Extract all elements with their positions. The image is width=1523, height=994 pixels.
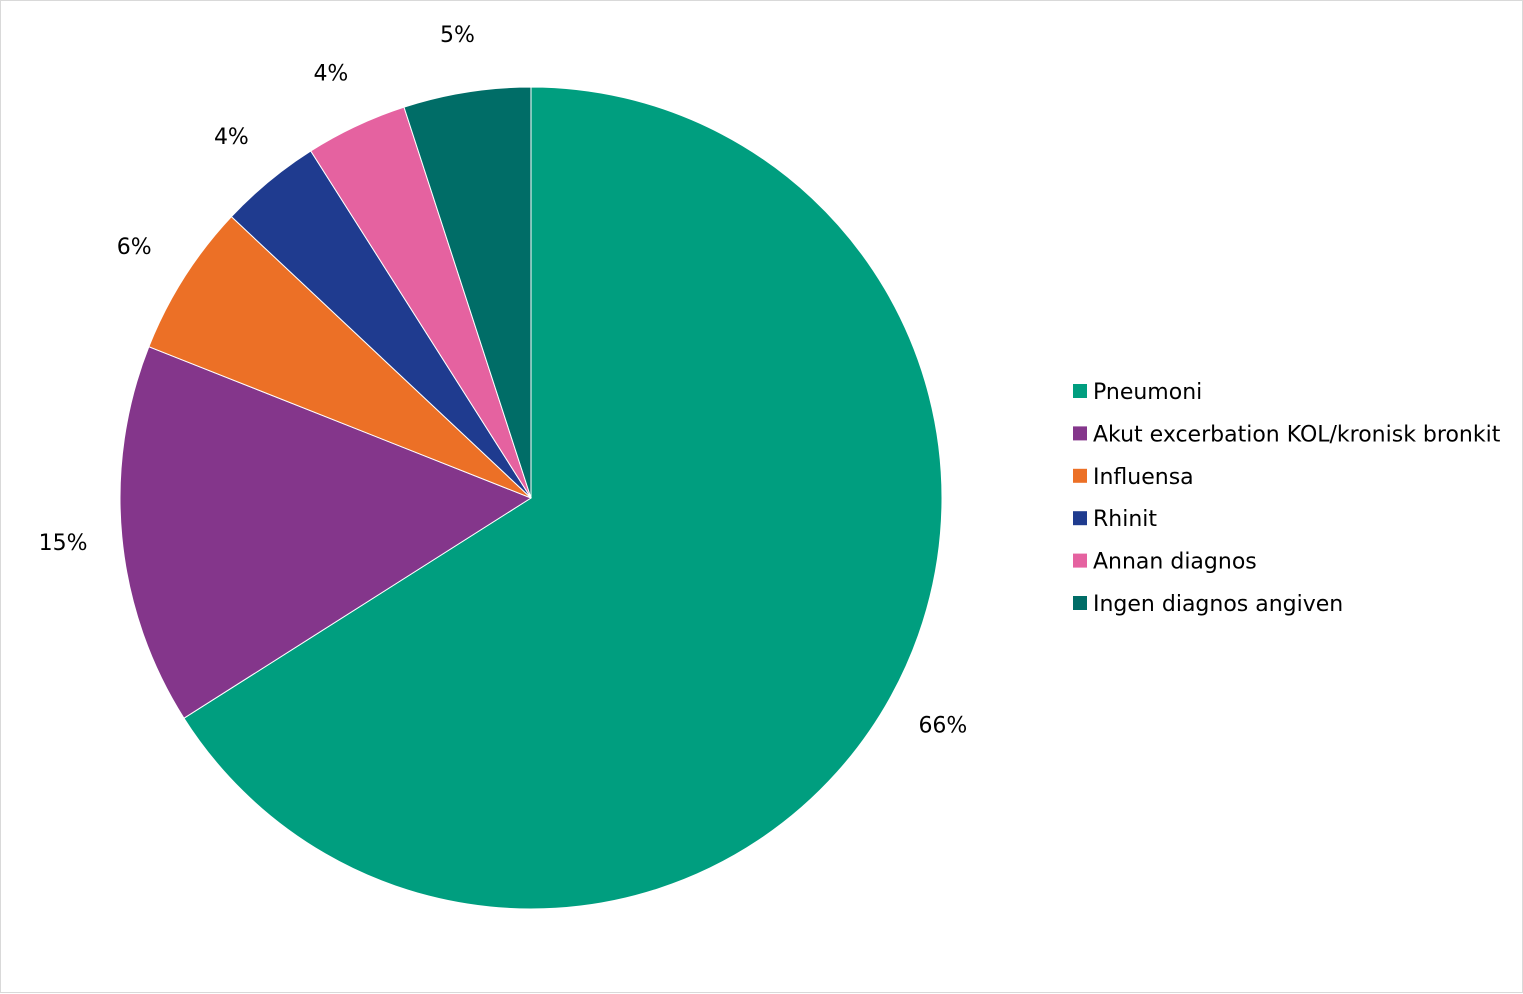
legend-swatch xyxy=(1073,553,1087,568)
data-labels: 66% 15% 6% 4% 4% 5% xyxy=(39,23,968,739)
data-label: 6% xyxy=(117,235,152,260)
legend-label: Annan diagnos xyxy=(1093,550,1257,575)
data-label: 4% xyxy=(313,62,348,87)
legend-swatch xyxy=(1073,596,1087,610)
pie-slice-ingen-diagnos-angiven xyxy=(403,86,532,499)
legend-label: Akut excerbation KOL/kronisk bronkit xyxy=(1093,422,1501,447)
pie-slice-pneumoni xyxy=(183,86,943,910)
data-label: 66% xyxy=(918,713,967,738)
data-label: 4% xyxy=(214,125,249,150)
legend-swatch xyxy=(1073,468,1087,483)
legend-label: Influensa xyxy=(1093,465,1194,490)
legend-swatch xyxy=(1073,384,1087,398)
pie-slices xyxy=(119,86,943,910)
data-label: 15% xyxy=(39,531,88,556)
legend: Pneumoni Akut excerbation KOL/kronisk bro… xyxy=(1073,380,1501,617)
legend-swatch xyxy=(1073,511,1087,526)
data-label: 5% xyxy=(440,23,475,48)
legend-label: Ingen diagnos angiven xyxy=(1093,592,1343,617)
legend-label: Pneumoni xyxy=(1093,380,1202,405)
pie-slice-influensa xyxy=(148,215,532,499)
legend-label: Rhinit xyxy=(1093,507,1157,532)
pie-slice-akut-excerbation-kol-kronisk-bronkit xyxy=(119,346,533,719)
legend-swatch xyxy=(1073,426,1087,441)
